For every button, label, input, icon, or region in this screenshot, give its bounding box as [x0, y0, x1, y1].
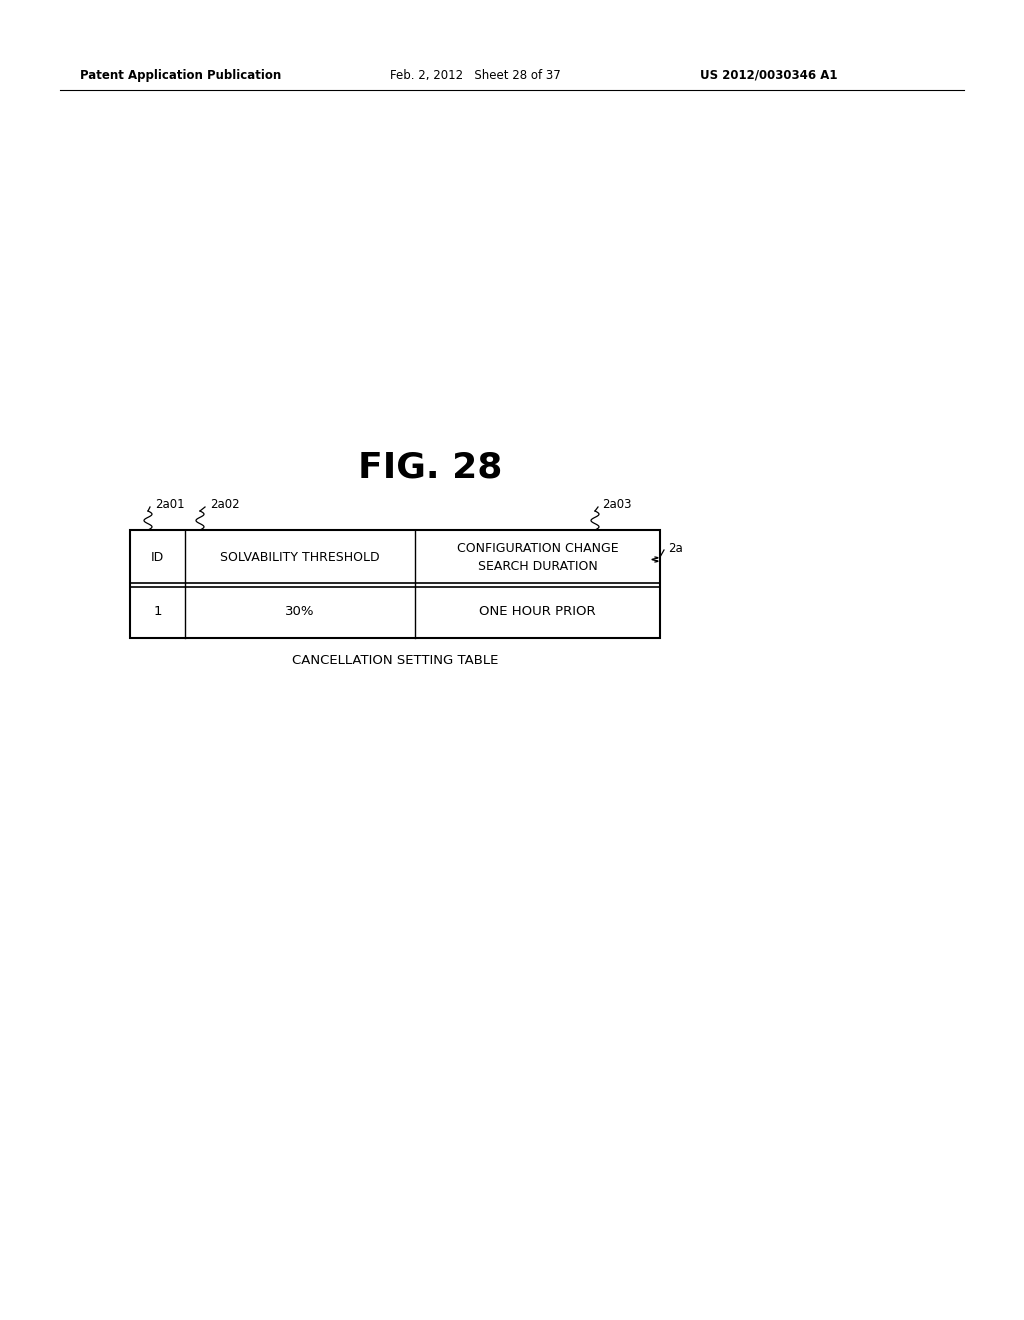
Text: 30%: 30% [286, 605, 314, 618]
Text: FIG. 28: FIG. 28 [357, 451, 502, 484]
Bar [130, 531, 660, 638]
Text: CANCELLATION SETTING TABLE: CANCELLATION SETTING TABLE [292, 653, 499, 667]
Text: CONFIGURATION CHANGE
SEARCH DURATION: CONFIGURATION CHANGE SEARCH DURATION [457, 543, 618, 573]
Text: US 2012/0030346 A1: US 2012/0030346 A1 [700, 69, 838, 82]
Text: 2a03: 2a03 [602, 499, 632, 511]
Text: Feb. 2, 2012   Sheet 28 of 37: Feb. 2, 2012 Sheet 28 of 37 [390, 69, 561, 82]
Text: 2a01: 2a01 [155, 499, 184, 511]
Text: 1: 1 [154, 605, 162, 618]
Text: ONE HOUR PRIOR: ONE HOUR PRIOR [479, 605, 596, 618]
Text: ID: ID [151, 550, 164, 564]
Text: 2a: 2a [668, 541, 683, 554]
Text: SOLVABILITY THRESHOLD: SOLVABILITY THRESHOLD [220, 550, 380, 564]
Text: Patent Application Publication: Patent Application Publication [80, 69, 282, 82]
Text: 2a02: 2a02 [210, 499, 240, 511]
